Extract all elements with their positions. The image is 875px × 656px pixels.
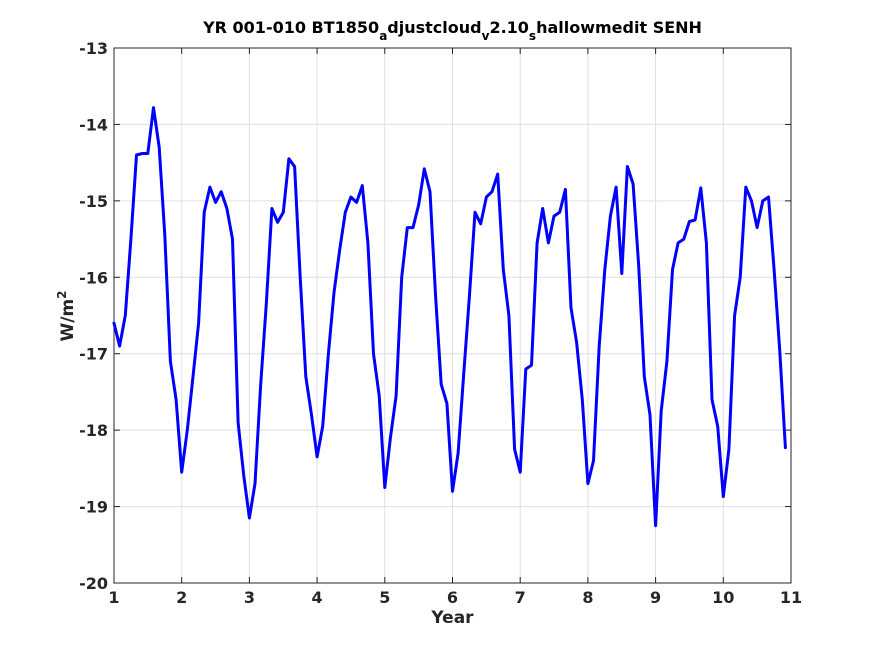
y-axis-title-superscript: 2 <box>55 290 69 298</box>
x-tick-label: 5 <box>379 588 390 607</box>
y-tick-label: -14 <box>79 115 108 134</box>
x-tick-labels: 1 2 3 4 5 6 7 8 9 10 11 <box>108 588 802 607</box>
chart-title-subscript: s <box>529 29 536 43</box>
x-axis-title: Year <box>430 608 474 628</box>
y-tick-label: -17 <box>79 345 108 364</box>
plot-frame <box>113 47 792 584</box>
y-tick-label: -15 <box>79 192 108 211</box>
chart-title-segment: djustcloud <box>387 18 481 37</box>
chart-title-segment: hallowmedit SENH <box>536 18 702 37</box>
y-tick-label: -19 <box>79 498 108 517</box>
x-tick-label: 4 <box>312 588 323 607</box>
chart-title-subscript: a <box>379 29 387 43</box>
chart-title-segment: 2.10 <box>489 18 528 37</box>
chart-title: YR 001-010 BT1850adjustcloudv2.10shallow… <box>202 18 702 43</box>
x-tick-label: 1 <box>108 588 119 607</box>
x-tick-label: 10 <box>712 588 734 607</box>
y-axis-title-base: W/m <box>58 299 78 342</box>
y-tick-labels: -13 -14 -15 -16 -17 -18 -19 -20 <box>79 39 108 593</box>
x-tick-label: 3 <box>244 588 255 607</box>
y-tick-label: -16 <box>79 268 108 287</box>
x-tick-label: 9 <box>650 588 661 607</box>
y-tick-label: -13 <box>79 39 108 58</box>
x-tick-label: 7 <box>515 588 526 607</box>
chart-title-subscript: v <box>482 29 490 43</box>
y-tick-label: -20 <box>79 574 108 593</box>
chart-title-segment: YR 001-010 BT1850 <box>202 18 379 37</box>
y-axis-title: W/m2 <box>55 290 78 341</box>
x-tick-label: 8 <box>582 588 593 607</box>
x-tick-label: 11 <box>780 588 802 607</box>
x-tick-label: 6 <box>447 588 458 607</box>
x-tick-label: 2 <box>176 588 187 607</box>
y-tick-label: -18 <box>79 421 108 440</box>
series-line <box>112 106 787 528</box>
